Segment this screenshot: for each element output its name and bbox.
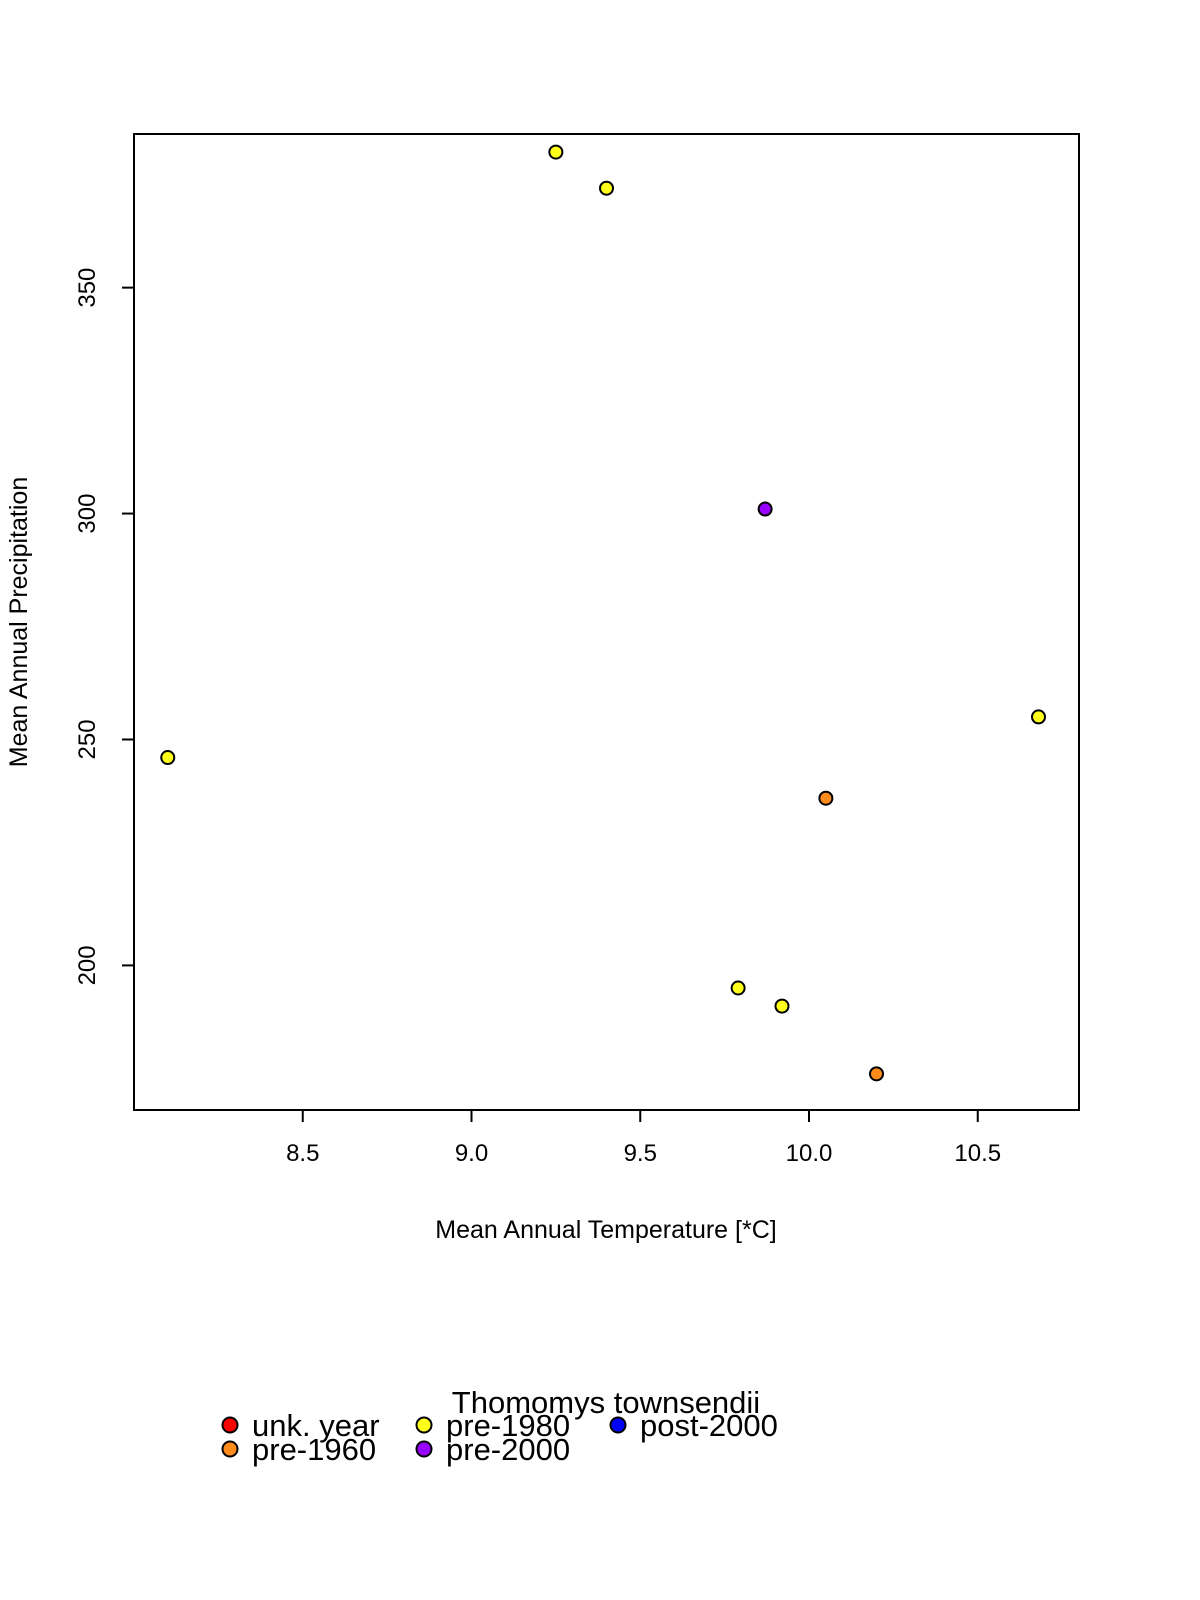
x-tick-label: 8.5 — [286, 1140, 319, 1167]
data-point — [548, 144, 564, 160]
legend-label: pre-1960 — [252, 1432, 376, 1467]
x-tick-label: 9.5 — [624, 1140, 657, 1167]
legend-title: Thomomys townsendii — [452, 1385, 760, 1420]
y-tick-label: 300 — [74, 494, 101, 534]
plot-frame — [133, 133, 1080, 1111]
legend-label: pre-2000 — [446, 1432, 570, 1467]
legend-marker — [415, 1440, 433, 1458]
data-point — [599, 180, 614, 196]
data-point — [757, 501, 773, 517]
data-point — [774, 998, 790, 1014]
data-point — [869, 1066, 884, 1082]
y-tick-label: 350 — [74, 268, 101, 308]
legend-label: unk. year — [252, 1408, 380, 1443]
legend-label: pre-1980 — [446, 1408, 570, 1443]
legend-marker — [415, 1416, 433, 1434]
data-point — [160, 750, 176, 766]
x-tick-label: 10.5 — [954, 1140, 1001, 1167]
x-axis-title: Mean Annual Temperature [*C] — [435, 1216, 776, 1244]
y-axis-title: Mean Annual Precipitation — [5, 477, 33, 767]
y-axis: 200 250 300 350 — [74, 268, 134, 985]
data-point — [818, 790, 834, 806]
data-point — [1031, 709, 1046, 725]
x-tick-label: 9.0 — [455, 1140, 488, 1167]
data-points — [160, 144, 1046, 1082]
legend-marker — [221, 1416, 239, 1434]
y-tick-label: 200 — [74, 945, 101, 985]
legend-label: post-2000 — [640, 1408, 778, 1443]
x-tick-label: 10.0 — [786, 1140, 833, 1167]
legend-marker — [221, 1440, 239, 1458]
data-point — [730, 980, 746, 996]
y-tick-label: 250 — [74, 719, 101, 759]
legend-marker — [609, 1416, 627, 1434]
x-axis: 8.5 9.0 9.5 10.0 10.5 — [286, 1110, 1001, 1167]
